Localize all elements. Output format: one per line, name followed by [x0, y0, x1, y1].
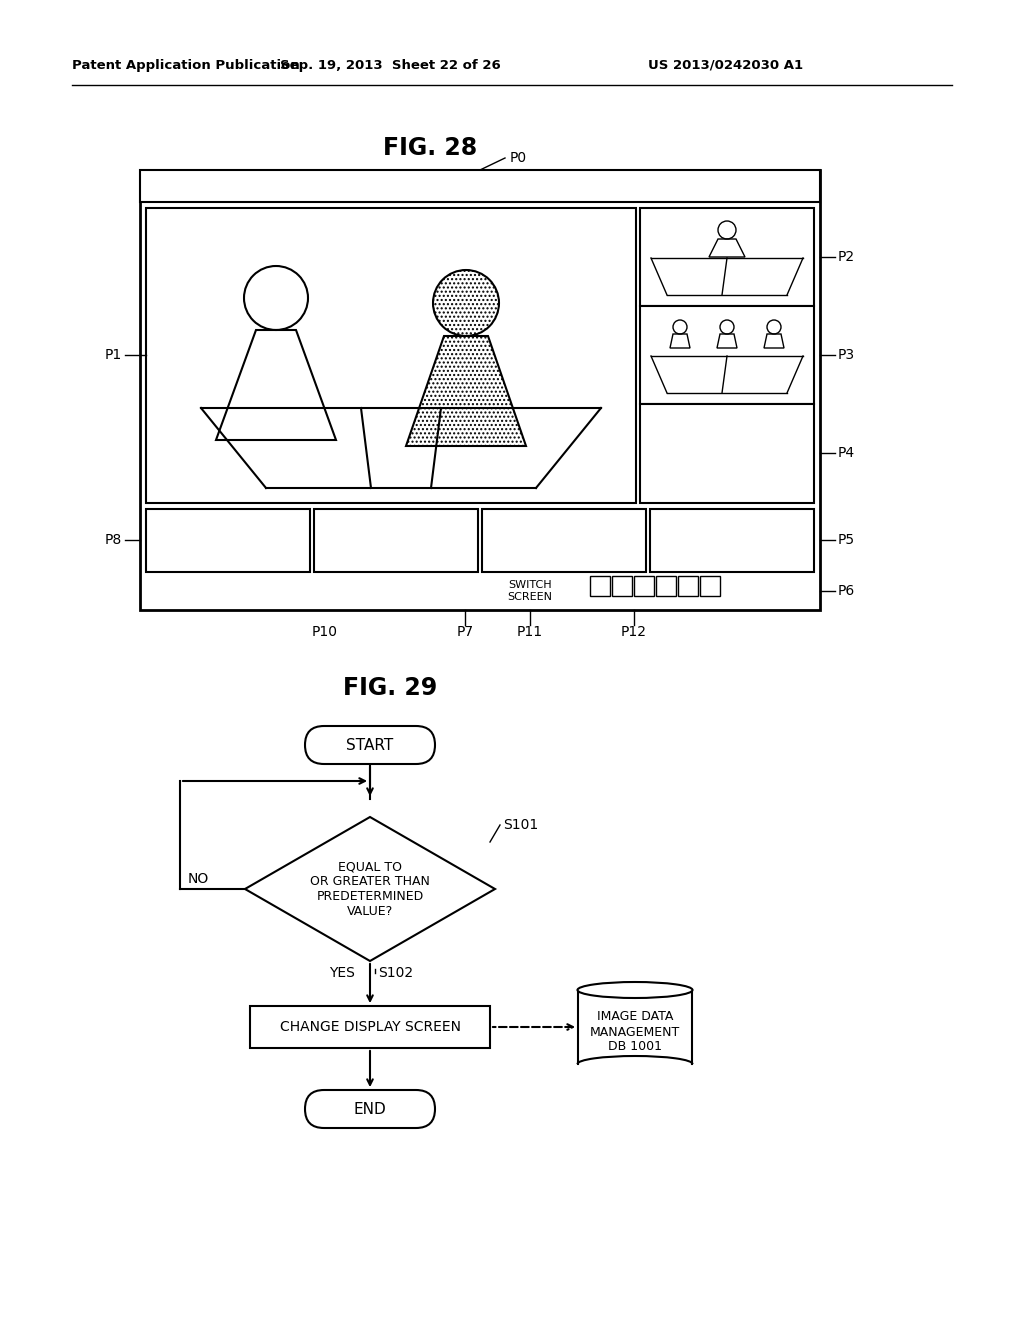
- Text: S101: S101: [503, 818, 539, 832]
- Bar: [146, 209, 636, 503]
- Bar: [250, 1006, 490, 1048]
- Bar: [640, 209, 814, 306]
- Text: SWITCH
SCREEN: SWITCH SCREEN: [508, 581, 553, 602]
- Text: P11: P11: [517, 624, 543, 639]
- Bar: [700, 576, 720, 597]
- Text: US 2013/0242030 A1: US 2013/0242030 A1: [648, 58, 803, 71]
- Text: FIG. 28: FIG. 28: [383, 136, 477, 160]
- Text: P7: P7: [457, 624, 473, 639]
- Text: IMAGE DATA
MANAGEMENT
DB 1001: IMAGE DATA MANAGEMENT DB 1001: [590, 1011, 680, 1053]
- Bar: [650, 510, 814, 572]
- Text: END: END: [353, 1101, 386, 1117]
- Bar: [140, 170, 820, 202]
- Bar: [482, 510, 646, 572]
- Bar: [146, 510, 310, 572]
- Bar: [678, 576, 698, 597]
- Text: YES: YES: [329, 966, 355, 979]
- Text: P5: P5: [838, 533, 855, 546]
- Bar: [140, 170, 820, 610]
- Ellipse shape: [578, 982, 692, 998]
- Text: P1: P1: [104, 348, 122, 362]
- Text: P2: P2: [838, 249, 855, 264]
- Bar: [640, 404, 814, 503]
- Text: NO: NO: [188, 873, 209, 886]
- Text: FIG. 29: FIG. 29: [343, 676, 437, 700]
- Bar: [612, 576, 632, 597]
- Bar: [656, 576, 676, 597]
- Bar: [634, 576, 654, 597]
- FancyBboxPatch shape: [305, 1090, 435, 1129]
- Text: P8: P8: [104, 533, 122, 546]
- Text: EQUAL TO
OR GREATER THAN
PREDETERMINED
VALUE?: EQUAL TO OR GREATER THAN PREDETERMINED V…: [310, 861, 430, 917]
- Text: CHANGE DISPLAY SCREEN: CHANGE DISPLAY SCREEN: [280, 1020, 461, 1034]
- Text: Sep. 19, 2013  Sheet 22 of 26: Sep. 19, 2013 Sheet 22 of 26: [280, 58, 501, 71]
- Text: P3: P3: [838, 348, 855, 362]
- Bar: [590, 576, 610, 597]
- Text: P0: P0: [510, 150, 527, 165]
- Bar: [640, 306, 814, 404]
- Text: P4: P4: [838, 446, 855, 459]
- Text: S102: S102: [378, 966, 413, 979]
- FancyBboxPatch shape: [305, 726, 435, 764]
- Text: P6: P6: [838, 583, 855, 598]
- Bar: [314, 510, 478, 572]
- Text: Patent Application Publication: Patent Application Publication: [72, 58, 300, 71]
- Text: START: START: [346, 738, 393, 752]
- Text: P12: P12: [621, 624, 647, 639]
- Text: P10: P10: [312, 624, 338, 639]
